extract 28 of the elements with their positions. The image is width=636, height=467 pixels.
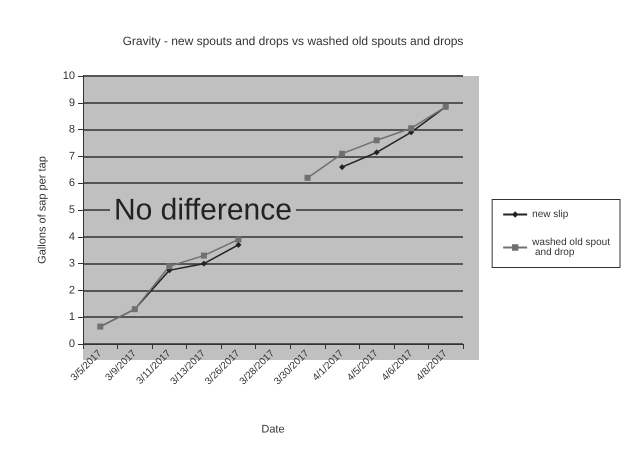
y-tick-label: 0 bbox=[68, 338, 75, 350]
point bbox=[339, 150, 346, 157]
y-tick-label: 8 bbox=[68, 124, 75, 136]
y-tick-label: 4 bbox=[68, 230, 75, 243]
annotation: No difference bbox=[114, 194, 292, 226]
point bbox=[235, 242, 242, 248]
y-tick-label: 2 bbox=[68, 284, 75, 296]
x-axis-title: Date bbox=[261, 424, 285, 436]
y-tick-label: 3 bbox=[68, 258, 75, 270]
point bbox=[304, 174, 311, 181]
y-tick-label: 1 bbox=[68, 311, 75, 324]
y-tick-label: 6 bbox=[68, 177, 75, 190]
chart-title: Gravity - new spouts and drops vs washed old spouts and drops bbox=[122, 34, 464, 48]
legend-label: washed old spout and drop bbox=[531, 237, 610, 258]
y-axis-title: Gallons of sap per tap bbox=[36, 156, 48, 264]
point bbox=[235, 236, 242, 242]
point bbox=[374, 149, 380, 156]
y-tick-label: 9 bbox=[68, 96, 75, 109]
y-tick-label: 10 bbox=[62, 70, 75, 82]
point bbox=[374, 137, 380, 144]
y-tick-label: 5 bbox=[68, 204, 75, 216]
point bbox=[339, 164, 346, 170]
point bbox=[408, 125, 414, 132]
y-tick-label: 7 bbox=[68, 150, 75, 162]
point bbox=[166, 263, 172, 270]
point bbox=[200, 260, 207, 267]
point bbox=[200, 252, 207, 259]
legend-label: new slip bbox=[532, 209, 569, 220]
